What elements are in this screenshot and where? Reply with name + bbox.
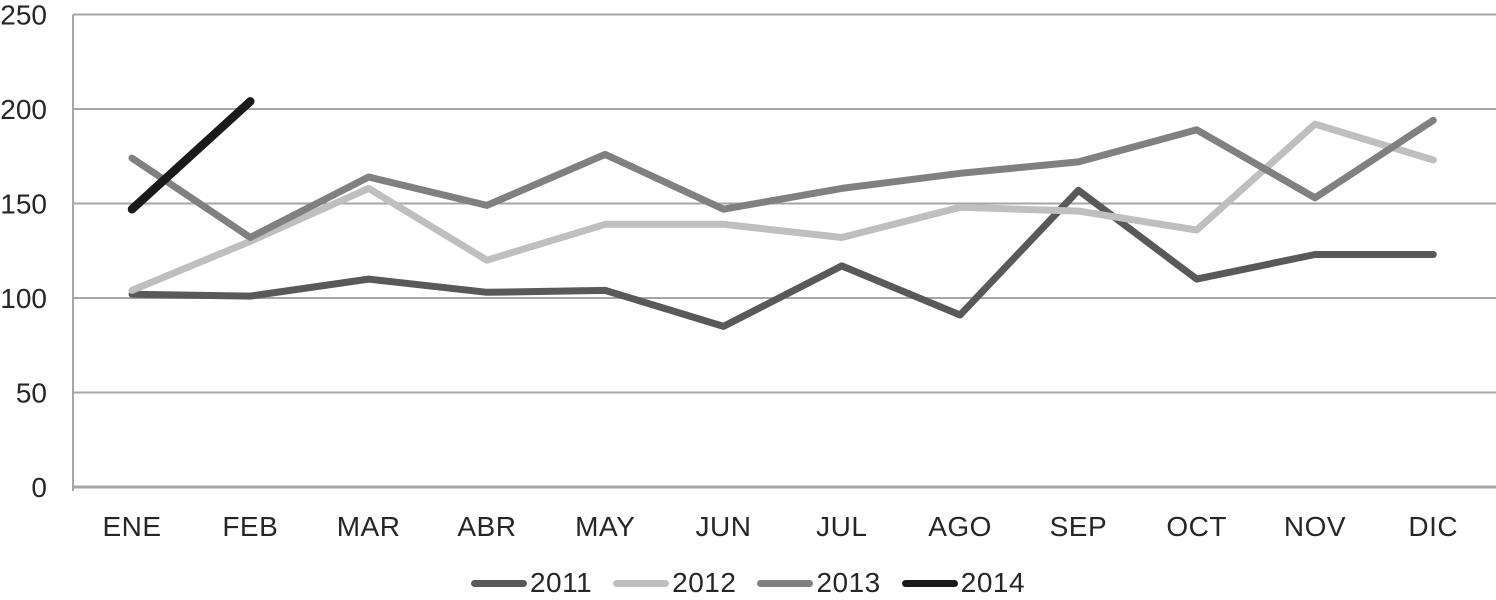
legend-label: 2011 [529, 567, 593, 598]
series-line-2011 [128, 186, 1437, 330]
legend-label: 2013 [816, 567, 881, 598]
series-line-2014 [127, 97, 255, 214]
x-axis-tick-label: ENE [102, 511, 161, 542]
legend-item-2012: 2012 [613, 567, 736, 599]
x-axis-tick-label: AGO [928, 511, 992, 542]
x-axis-tick-label: MAR [337, 511, 401, 542]
x-axis-tick-label: JUN [696, 511, 752, 542]
y-axis-tick-label: 250 [0, 0, 47, 31]
y-axis-tick-label: 0 [31, 472, 47, 503]
x-axis-tick-label: JUL [816, 511, 867, 542]
series-line-2012 [128, 120, 1437, 294]
x-axis-tick-label: NOV [1284, 511, 1346, 542]
legend-label: 2014 [960, 567, 1026, 598]
line-chart: 0 50 100 150 200 250 ENE FEB MAR ABR MAY JUN JUL AGO S… [0, 0, 1496, 542]
legend-swatch-2012 [613, 579, 670, 587]
x-axis-tick-label: DIC [1408, 511, 1458, 542]
legend-label: 2012 [672, 567, 737, 598]
y-axis-tick-label: 50 [16, 378, 47, 409]
legend-swatch-2014 [901, 579, 958, 587]
legend-item-2011: 2011 [470, 567, 593, 599]
x-axis-tick-label: ABR [457, 511, 516, 542]
y-axis-tick-label: 100 [0, 283, 47, 314]
legend-swatch-2011 [470, 579, 527, 587]
y-axis-tick-label: 150 [0, 189, 47, 220]
x-axis-tick-label: MAY [575, 511, 635, 542]
series-line-2013 [128, 116, 1437, 241]
chart-legend: 2011 2012 2013 2014 [0, 567, 1496, 599]
legend-item-2014: 2014 [901, 567, 1026, 599]
legend-item-2013: 2013 [757, 567, 880, 599]
x-axis-tick-label: SEP [1050, 511, 1108, 542]
y-axis-tick-label: 200 [0, 94, 47, 125]
x-axis-tick-label: OCT [1166, 511, 1227, 542]
x-axis-tick-label: FEB [222, 511, 278, 542]
legend-swatch-2013 [757, 579, 814, 587]
